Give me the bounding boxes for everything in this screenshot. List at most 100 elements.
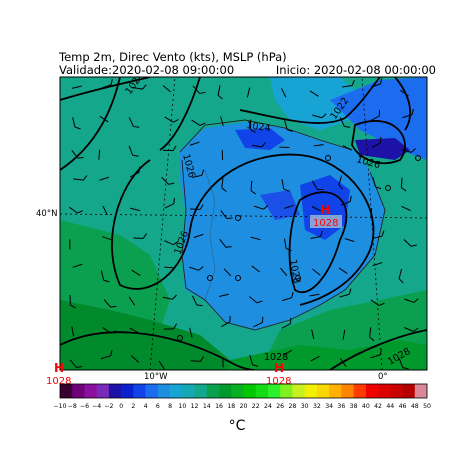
- wind-barb: [158, 360, 165, 370]
- wind-barb: [284, 238, 292, 252]
- wind-barb: [282, 291, 294, 302]
- wind-barb: [398, 358, 409, 370]
- colorbar-segment: [414, 384, 428, 398]
- isobar-label: 1028: [264, 352, 288, 363]
- wind-barb: [161, 176, 175, 185]
- init-time: Inicio: 2020-02-08 00:00:00: [275, 63, 436, 77]
- wind-barb: [69, 359, 83, 368]
- colorbar-tick-label: 38: [350, 403, 358, 410]
- lon-label-0: 0°: [378, 372, 388, 382]
- station-marker: [415, 155, 421, 161]
- wind-barb: [370, 349, 382, 359]
- wind-barb: [102, 327, 117, 334]
- wind-barb: [71, 149, 84, 159]
- colorbar-tick-label: 0: [119, 403, 123, 410]
- colorbar-tick-label: 46: [399, 403, 407, 410]
- cold-patch-pyrenees: [355, 138, 410, 160]
- wind-barb: [339, 358, 347, 367]
- colorbar-segment: [157, 384, 171, 398]
- wind-barb: [189, 141, 200, 146]
- colorbar-segment: [329, 384, 342, 398]
- wind-barb: [190, 204, 204, 210]
- isobar-line: [60, 77, 151, 101]
- wind-barb: [284, 120, 293, 132]
- wind-barb: [251, 265, 261, 273]
- colorbar-tick-label: 42: [374, 403, 382, 410]
- wind-barb: [369, 327, 375, 342]
- colorbar-segment: [316, 384, 330, 398]
- wind-barb: [344, 238, 355, 243]
- meridian-10w: [149, 77, 176, 370]
- wind-barb: [192, 85, 206, 94]
- wind-barb: [131, 269, 141, 276]
- wind-barb: [309, 90, 319, 97]
- colorbar-segment: [243, 384, 257, 398]
- northeast-land: [330, 77, 427, 160]
- wind-barbs: [69, 78, 419, 370]
- lat-label-40n: 40°N: [36, 209, 57, 219]
- map-title: Temp 2m, Direc Vento (kts), MSLP (hPa): [59, 50, 287, 64]
- wind-barb: [69, 206, 84, 214]
- wind-barb: [284, 204, 295, 209]
- wind-barb: [370, 110, 381, 122]
- wind-barb: [162, 145, 177, 152]
- colorbar-segment: [341, 384, 354, 398]
- iberia-land: [180, 122, 385, 330]
- colorbar-tick-label: −2: [104, 403, 113, 410]
- station-marker: [207, 275, 213, 281]
- wind-barb: [129, 166, 141, 178]
- colorbar-tick-label: 32: [313, 403, 321, 410]
- colorbar-tick-label: 6: [156, 403, 160, 410]
- isobar-line: [351, 120, 406, 165]
- wind-barb: [372, 177, 382, 190]
- colorbar-segment: [267, 384, 281, 398]
- colorbar-segment: [365, 384, 379, 398]
- wind-barb: [281, 179, 290, 192]
- wind-barb: [372, 230, 385, 239]
- wind-barb: [249, 296, 263, 304]
- wind-barb: [372, 262, 383, 267]
- wind-barb: [98, 149, 101, 160]
- validity-time: Validade:2020-02-08 09:00:00: [59, 63, 235, 77]
- colorbar-tick-label: −6: [80, 403, 89, 410]
- wind-barb: [130, 355, 139, 363]
- station-marker: [177, 335, 183, 341]
- colorbar-tick-label: 48: [411, 403, 419, 410]
- wind-barb: [164, 197, 175, 209]
- wind-barb: [400, 89, 409, 97]
- colorbar-tick-label: 14: [203, 403, 211, 410]
- colorbar-tick-label: −10: [53, 403, 66, 410]
- wind-barb: [404, 327, 419, 332]
- wind-barb: [253, 204, 269, 210]
- colorbar-segment: [231, 384, 244, 398]
- station-marker: [385, 185, 391, 191]
- wind-barb: [342, 79, 355, 88]
- wind-barb: [72, 263, 83, 268]
- wind-barb: [223, 268, 232, 277]
- wind-barb: [249, 354, 259, 367]
- high-pressure-value: 1028: [266, 376, 291, 387]
- colorbar-segment: [182, 384, 195, 398]
- wind-barb: [128, 296, 136, 306]
- wind-barb: [219, 239, 232, 248]
- wind-barb: [250, 236, 261, 241]
- wind-barb: [128, 145, 139, 157]
- wind-barb: [164, 240, 179, 246]
- lon-label-10w: 10°W: [144, 372, 168, 382]
- wind-barb: [403, 239, 417, 247]
- wind-barb: [281, 88, 287, 98]
- colorbar-segment: [390, 384, 403, 398]
- colorbar-tick-label: 18: [227, 403, 235, 410]
- wind-barb: [253, 316, 264, 328]
- colorbar-tick-label: 34: [325, 403, 333, 410]
- parallel-40n: [60, 213, 427, 219]
- colorbar-tick-label: −8: [68, 403, 77, 410]
- wind-barb: [311, 206, 327, 212]
- wind-barb: [130, 207, 141, 212]
- colorbar-tick-label: 16: [215, 403, 223, 410]
- wind-barb: [220, 116, 224, 127]
- wind-barb: [191, 119, 206, 126]
- wind-barb: [99, 176, 110, 181]
- isobar-label: 1024: [246, 120, 271, 134]
